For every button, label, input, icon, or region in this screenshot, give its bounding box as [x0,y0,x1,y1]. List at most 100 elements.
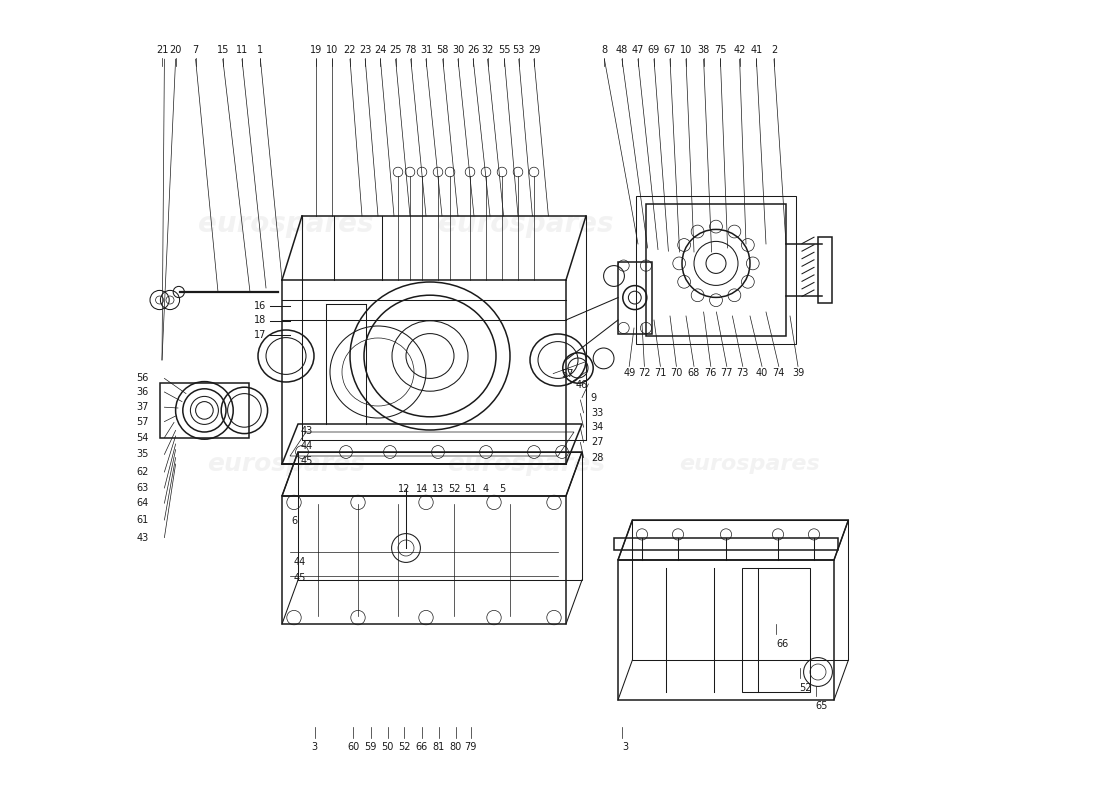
Text: 37: 37 [136,402,149,412]
Text: 5: 5 [499,484,505,494]
Text: 15: 15 [217,45,229,54]
Bar [742,568,810,692]
Text: 31: 31 [420,45,432,54]
Text: 27: 27 [592,438,604,447]
Text: 41: 41 [750,45,762,54]
Text: 60: 60 [348,742,360,752]
Text: 4: 4 [483,484,490,494]
Text: 33: 33 [592,408,604,418]
Text: 72: 72 [638,368,651,378]
Text: 71: 71 [654,368,667,378]
Text: 2: 2 [771,45,777,54]
Text: 61: 61 [136,515,149,525]
Text: 53: 53 [513,45,525,54]
Text: 6: 6 [290,516,297,526]
Text: 66: 66 [416,742,428,752]
Text: 26: 26 [468,45,480,54]
Text: 80: 80 [450,742,462,752]
Text: 21: 21 [156,45,168,54]
Text: 10: 10 [680,45,692,54]
Bar [818,237,833,303]
Text: 28: 28 [592,453,604,462]
Text: 10: 10 [326,45,338,54]
Text: 22: 22 [343,45,356,54]
Text: 67: 67 [663,45,676,54]
Text: 9: 9 [590,393,596,402]
Text: 11: 11 [235,45,249,54]
Text: 73: 73 [737,368,749,378]
Bar [646,204,786,336]
Text: eurospares: eurospares [438,210,614,238]
Text: 76: 76 [705,368,717,378]
Text: 40: 40 [756,368,768,378]
Text: 19: 19 [310,45,322,54]
Text: 63: 63 [136,483,149,493]
Text: 18: 18 [254,315,266,325]
Text: 54: 54 [136,433,149,442]
Text: 46: 46 [575,380,587,390]
Text: 48: 48 [616,45,628,54]
Text: 44: 44 [294,558,306,567]
Text: 57: 57 [561,369,574,378]
Text: eurospares: eurospares [198,210,374,238]
Text: 52: 52 [398,742,410,752]
Text: 3: 3 [311,742,318,752]
Text: 32: 32 [482,45,494,54]
Text: 64: 64 [136,498,149,508]
Text: 74: 74 [772,368,785,378]
Text: 13: 13 [432,484,444,494]
Text: 47: 47 [631,45,645,54]
Bar [618,262,651,334]
Text: 45: 45 [294,573,306,582]
Text: 44: 44 [300,441,312,450]
Text: 56: 56 [136,374,149,383]
Text: 45: 45 [300,456,313,466]
Bar [637,196,795,344]
Text: 57: 57 [136,417,149,426]
Text: 69: 69 [648,45,660,54]
Text: eurospares: eurospares [680,454,821,474]
Text: 81: 81 [432,742,444,752]
Text: 14: 14 [416,484,428,494]
Text: 30: 30 [452,45,464,54]
Text: 78: 78 [405,45,417,54]
Text: 3: 3 [621,742,628,752]
Text: 79: 79 [464,742,477,752]
Text: 52: 52 [448,484,460,494]
Text: 58: 58 [437,45,449,54]
Text: 7: 7 [192,45,199,54]
Text: 8: 8 [602,45,607,54]
Text: 36: 36 [136,387,149,397]
Text: 59: 59 [364,742,377,752]
Text: 23: 23 [359,45,372,54]
Text: 17: 17 [254,330,266,340]
Text: 1: 1 [257,45,264,54]
Text: 77: 77 [720,368,733,378]
Text: 52: 52 [800,683,812,693]
Text: 68: 68 [688,368,700,378]
Text: 65: 65 [815,701,828,710]
Text: 24: 24 [374,45,386,54]
Text: 20: 20 [169,45,182,54]
Text: 75: 75 [714,45,727,54]
Text: 25: 25 [389,45,402,54]
Text: 35: 35 [136,450,149,459]
Text: 42: 42 [734,45,746,54]
Text: 70: 70 [670,368,683,378]
Text: 43: 43 [300,426,312,436]
Text: 49: 49 [623,368,636,378]
Text: 12: 12 [398,484,410,494]
Text: 38: 38 [697,45,710,54]
Text: eurospares: eurospares [207,452,365,476]
Bar [614,538,838,550]
Text: eurospares: eurospares [447,452,605,476]
Text: 29: 29 [528,45,540,54]
Text: 39: 39 [792,368,804,378]
Text: 51: 51 [464,484,476,494]
Text: 34: 34 [592,422,604,432]
Bar [160,383,250,438]
Text: 55: 55 [498,45,510,54]
Text: 66: 66 [777,639,789,649]
Text: 50: 50 [382,742,394,752]
Text: 43: 43 [136,533,149,542]
